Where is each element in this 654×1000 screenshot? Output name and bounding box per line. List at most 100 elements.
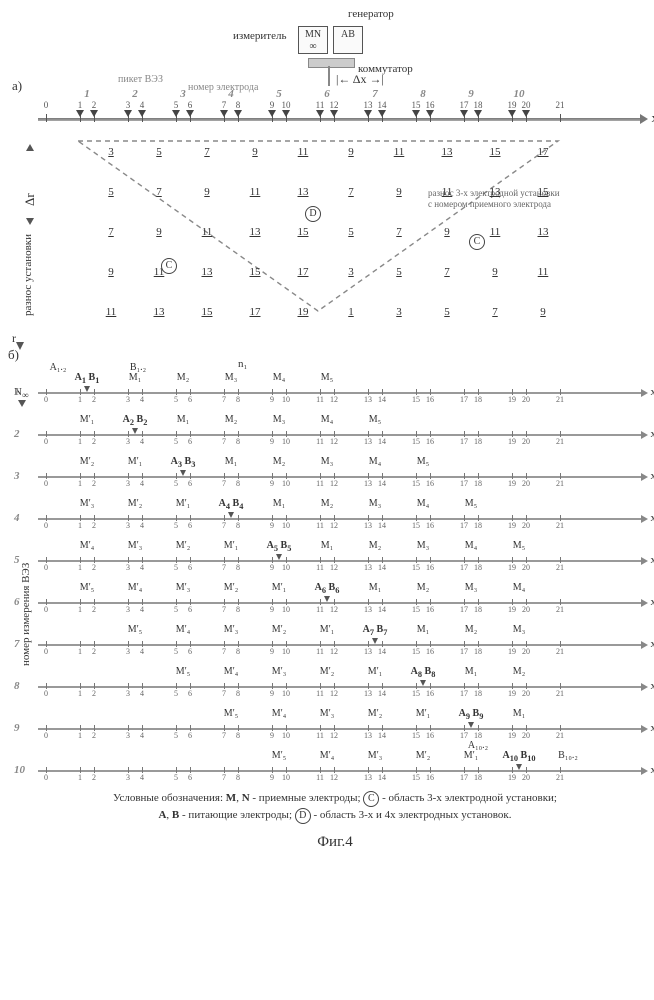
- m-prime-label: M′₁: [320, 624, 335, 635]
- tick-label: 10: [282, 395, 290, 404]
- tick-label: 16: [426, 521, 434, 530]
- m-prime-label: M′₂: [368, 708, 383, 719]
- tick-label: 7: [222, 479, 226, 488]
- tick-label: 0: [44, 395, 48, 404]
- tick-label: 16: [426, 437, 434, 446]
- seq-arrow-icon: [641, 473, 648, 481]
- tick-label: 16: [426, 605, 434, 614]
- m-label: M₃: [225, 372, 237, 383]
- tick-label: 4: [140, 479, 144, 488]
- tick-label: 3: [126, 605, 130, 614]
- tick-label: 10: [282, 521, 290, 530]
- device-block: генератор измеритель MN∞ AB коммутатор: [8, 8, 654, 88]
- tick-label: 1: [78, 521, 82, 530]
- tick-label: 7: [222, 773, 226, 782]
- tick-label: 17: [460, 100, 469, 110]
- ab-label: A3 B3: [171, 456, 196, 469]
- tick-label: 1: [78, 773, 82, 782]
- grid-value: 11: [106, 306, 117, 318]
- grid-value: 5: [396, 266, 402, 278]
- tick-label: 16: [426, 647, 434, 656]
- tick-label: 16: [426, 773, 434, 782]
- tick-label: 19: [508, 563, 516, 572]
- tick-label: 2: [92, 437, 96, 446]
- tick-label: 15: [412, 605, 420, 614]
- m-label: M₃: [465, 582, 477, 593]
- seq-arrow-icon: [641, 599, 648, 607]
- tick-label: 21: [556, 689, 564, 698]
- sequence-row: 5x0123456789101112131415161718192021A5 B…: [8, 532, 654, 574]
- m-label: M₅: [321, 372, 333, 383]
- tick-label: 21: [556, 731, 564, 740]
- tick-label: 15: [412, 437, 420, 446]
- m-prime-label: M′₁: [128, 456, 143, 467]
- grid-value: 9: [540, 306, 546, 318]
- tick-label: 15: [412, 731, 420, 740]
- tick-label: 1: [78, 731, 82, 740]
- sequence-row: 4x0123456789101112131415161718192021A4 B…: [8, 490, 654, 532]
- c-region-icon: C: [469, 234, 485, 250]
- seq-arrow-icon: [641, 389, 648, 397]
- row-number: 9: [14, 722, 20, 734]
- tick-label: 10: [282, 773, 290, 782]
- tick-label: 7: [222, 100, 227, 110]
- tick-label: 16: [426, 563, 434, 572]
- piket-number: 2: [132, 88, 138, 100]
- electrode-marker-icon: [508, 110, 516, 117]
- tick-label: 4: [140, 773, 144, 782]
- piket-number: 9: [468, 88, 474, 100]
- ab-label: A4 B4: [219, 498, 244, 511]
- tick-label: 7: [222, 605, 226, 614]
- m-prime-label: M′₄: [224, 666, 239, 677]
- tick-label: 20: [522, 437, 530, 446]
- m-label: M₃: [513, 624, 525, 635]
- m-prime-label: M′₁: [416, 708, 431, 719]
- tick-label: 9: [270, 773, 274, 782]
- m-label: M₂: [273, 456, 285, 467]
- tick-label: 21: [556, 395, 564, 404]
- electrode-marker-icon: [138, 110, 146, 117]
- grid-value: 11: [442, 186, 453, 198]
- tick-label: 9: [270, 437, 274, 446]
- tick-label: 12: [330, 563, 338, 572]
- tick-label: 21: [556, 773, 564, 782]
- tick-label: 17: [460, 647, 468, 656]
- tick-label: 17: [460, 521, 468, 530]
- tick-label: 19: [508, 479, 516, 488]
- tick-label: 5: [174, 395, 178, 404]
- tick-label: 8: [236, 647, 240, 656]
- grid-value: 3: [348, 266, 354, 278]
- electrode-marker-icon: [234, 110, 242, 117]
- m-prime-label: M′₃: [272, 666, 287, 677]
- tick-label: 1: [78, 605, 82, 614]
- grid-value: 7: [396, 226, 402, 238]
- tick-label: 20: [522, 605, 530, 614]
- tick-label: 11: [316, 395, 324, 404]
- tick-label: 5: [174, 605, 178, 614]
- tick-label: 6: [188, 605, 192, 614]
- tick-label: 8: [236, 563, 240, 572]
- x-label: x: [651, 764, 654, 776]
- b102-label: B₁₀.₂: [558, 750, 578, 761]
- grid-value: 15: [250, 266, 261, 278]
- tick-label: 5: [174, 647, 178, 656]
- tick-label: 20: [522, 647, 530, 656]
- sequence-row: 10x0123456789101112131415161718192021A10…: [8, 742, 654, 784]
- tick-label: 5: [174, 100, 179, 110]
- tick-label: 9: [270, 395, 274, 404]
- tick-label: 13: [364, 100, 373, 110]
- piket-number: 6: [324, 88, 330, 100]
- x-label: x: [651, 596, 654, 608]
- tick-label: 13: [364, 605, 372, 614]
- tick-label: 19: [508, 647, 516, 656]
- grid-value: 7: [156, 186, 162, 198]
- tick-label: 3: [126, 395, 130, 404]
- m-prime-label: M′₄: [80, 540, 95, 551]
- m-prime-label: M′₂: [80, 456, 95, 467]
- seq-arrow-icon: [641, 725, 648, 733]
- tick-label: 19: [508, 773, 516, 782]
- tick-label: 12: [330, 395, 338, 404]
- tick-label: 7: [222, 521, 226, 530]
- tick-label: 2: [92, 647, 96, 656]
- tick-label: 20: [522, 731, 530, 740]
